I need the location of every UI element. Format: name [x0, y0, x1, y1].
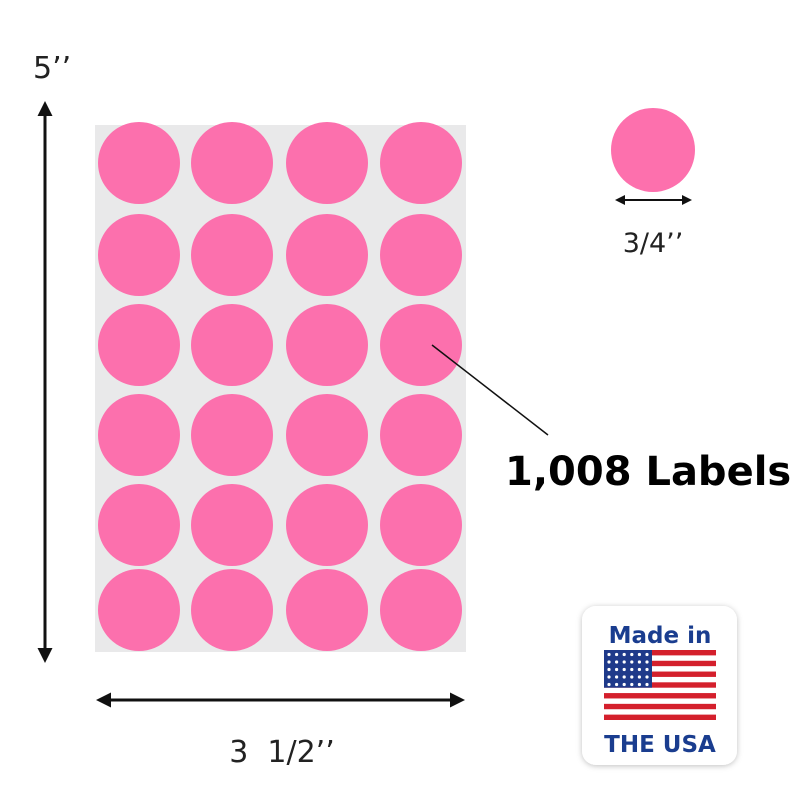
flag-star	[630, 667, 634, 672]
label-dot	[191, 304, 273, 386]
label-dot	[98, 569, 180, 651]
height-label: 5’’	[33, 51, 71, 86]
flag-star	[622, 667, 626, 672]
flag-star	[622, 675, 626, 679]
flag-star	[630, 652, 634, 657]
flag-star	[615, 652, 619, 657]
flag-star	[645, 652, 649, 657]
flag-stripe	[604, 671, 716, 677]
label-dot	[191, 569, 273, 651]
flag-stripe	[604, 660, 716, 667]
label-dot	[98, 122, 180, 204]
flag-star	[637, 652, 642, 657]
label-dot	[380, 394, 462, 476]
flag-canton	[604, 650, 652, 688]
flag-star	[645, 675, 649, 679]
label-dot	[191, 484, 273, 566]
label-sheet	[95, 125, 466, 652]
label-dot	[286, 214, 368, 296]
flag-star	[637, 675, 642, 679]
flag-star	[607, 682, 611, 687]
width-label: 3 1/2’’	[229, 735, 335, 770]
label-dot	[380, 214, 462, 296]
flag-stripe	[604, 693, 716, 699]
flag-star	[645, 660, 649, 664]
flag-star	[637, 682, 642, 687]
label-dot	[380, 304, 462, 386]
flag-star	[645, 682, 649, 687]
flag-star	[637, 667, 642, 672]
flag-stripe	[604, 650, 716, 656]
label-dot	[286, 394, 368, 476]
flag-star	[622, 682, 626, 687]
flag-star	[615, 667, 619, 672]
flag-star	[615, 660, 619, 664]
label-dot	[98, 394, 180, 476]
flag-star	[630, 675, 634, 679]
label-dot	[380, 569, 462, 651]
label-dot	[286, 569, 368, 651]
label-dot	[191, 394, 273, 476]
flag-star	[607, 667, 611, 672]
flag-star	[607, 675, 611, 679]
flag-star	[615, 675, 619, 679]
callout-text: 1,008 Labels	[505, 449, 791, 495]
diameter-label: 3/4’’	[623, 228, 684, 259]
label-dot	[191, 214, 273, 296]
label-dot	[98, 484, 180, 566]
label-dot	[191, 122, 273, 204]
label-dot	[380, 122, 462, 204]
flag-star	[607, 660, 611, 664]
flag-star	[615, 682, 619, 687]
label-dot	[286, 122, 368, 204]
flag-stripe	[604, 682, 716, 688]
badge-bottom: THE USA	[604, 732, 716, 758]
label-dot	[98, 214, 180, 296]
flag-stripe	[604, 714, 716, 720]
flag-star	[607, 652, 611, 657]
badge-top: Made in	[609, 623, 712, 649]
flag-star	[637, 660, 642, 664]
label-dots	[98, 122, 462, 651]
flag-star	[622, 660, 626, 664]
single-label	[611, 108, 695, 192]
label-dot	[286, 484, 368, 566]
label-dot	[286, 304, 368, 386]
flag-star	[645, 667, 649, 672]
flag-stripe	[604, 703, 716, 710]
flag-star	[630, 660, 634, 664]
label-dot	[380, 484, 462, 566]
flag-star	[622, 652, 626, 657]
us-flag	[604, 650, 716, 720]
label-dot	[98, 304, 180, 386]
flag-star	[630, 682, 634, 687]
leader-line	[431, 344, 549, 436]
